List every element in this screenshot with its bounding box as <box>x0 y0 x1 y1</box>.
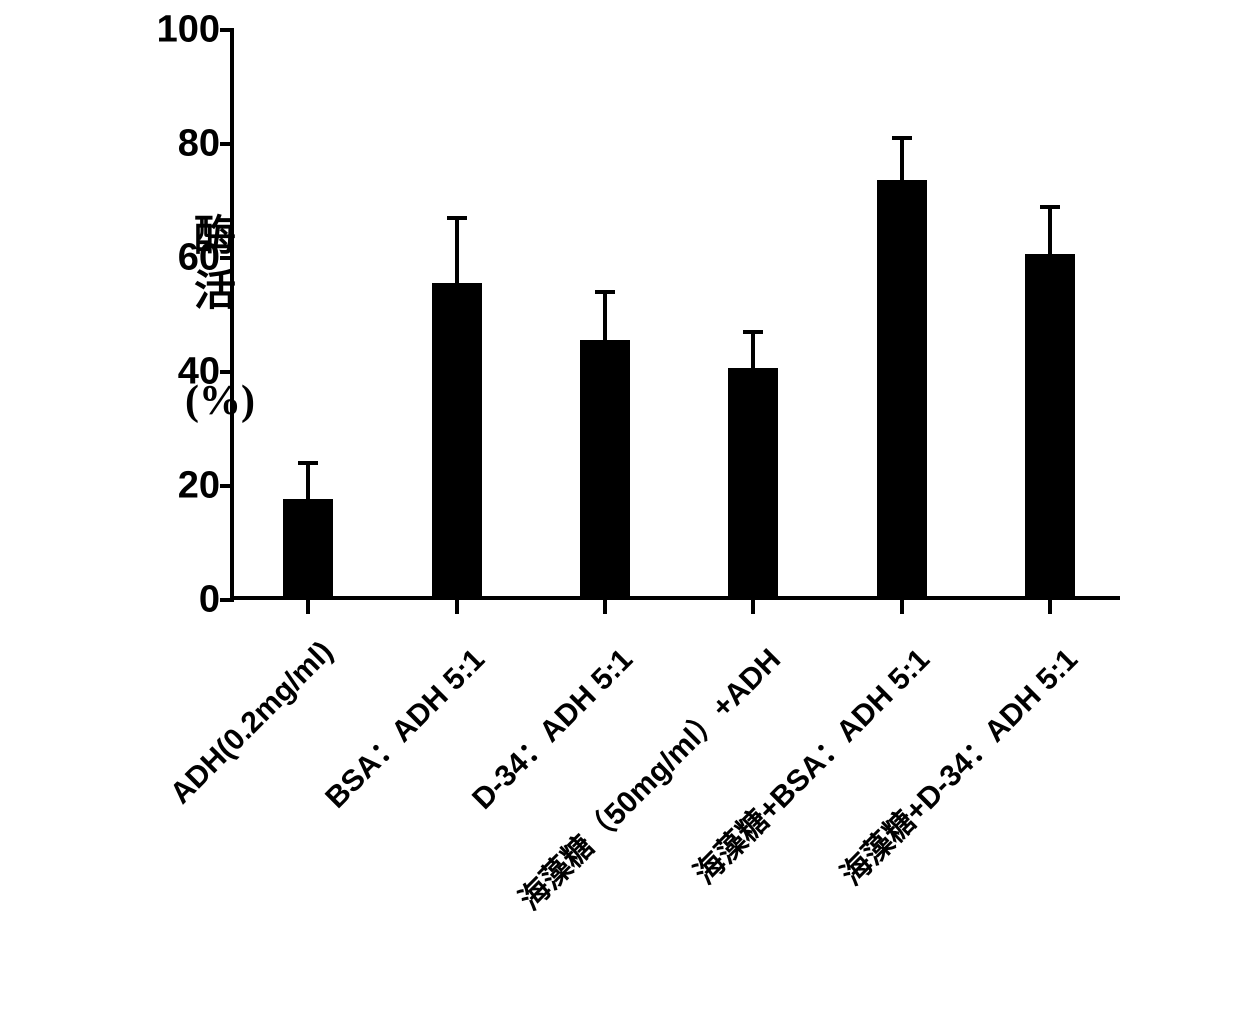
bar <box>877 180 927 596</box>
y-tick <box>220 370 234 374</box>
error-cap <box>298 461 318 465</box>
x-tick <box>900 600 904 614</box>
y-tick-label: 40 <box>178 351 220 394</box>
bar <box>580 340 630 597</box>
x-tick-label: D-34：ADH 5:1 <box>326 636 640 950</box>
error-bar <box>306 463 310 503</box>
y-tick-label: 20 <box>178 465 220 508</box>
plot-area: 020406080100ADH(0.2mg/ml)BSA：ADH 5:1D-34… <box>230 30 1120 600</box>
y-tick-label: 80 <box>178 123 220 166</box>
bar <box>283 499 333 596</box>
x-tick <box>1048 600 1052 614</box>
y-tick <box>220 598 234 602</box>
x-tick-label: 海藻糖（50mg/ml）+ADH <box>475 636 789 950</box>
error-cap <box>1040 205 1060 209</box>
y-tick <box>220 28 234 32</box>
error-bar <box>455 218 459 286</box>
chart-container: 酶 活 (%) 020406080100ADH(0.2mg/ml)BSA：ADH… <box>150 30 1180 1010</box>
x-tick <box>455 600 459 614</box>
error-cap <box>447 216 467 220</box>
x-tick <box>751 600 755 614</box>
error-bar <box>751 332 755 372</box>
x-tick <box>306 600 310 614</box>
error-cap <box>595 290 615 294</box>
error-bar <box>603 292 607 343</box>
bar <box>432 283 482 597</box>
error-cap <box>743 330 763 334</box>
x-tick-label: 海藻糖+D-34：ADH 5:1 <box>771 636 1085 950</box>
y-tick-label: 60 <box>178 237 220 280</box>
y-tick <box>220 484 234 488</box>
bar <box>1025 254 1075 596</box>
x-tick <box>603 600 607 614</box>
error-bar <box>900 138 904 184</box>
y-tick <box>220 256 234 260</box>
x-tick-label: BSA：ADH 5:1 <box>178 636 492 950</box>
x-tick-label: 海藻糖+BSA：ADH 5:1 <box>623 636 937 950</box>
y-tick-label: 100 <box>157 9 220 52</box>
error-cap <box>892 136 912 140</box>
error-bar <box>1048 207 1052 258</box>
y-tick-label: 0 <box>199 579 220 622</box>
y-tick <box>220 142 234 146</box>
bar <box>728 368 778 596</box>
x-tick-label: ADH(0.2mg/ml) <box>33 635 340 942</box>
